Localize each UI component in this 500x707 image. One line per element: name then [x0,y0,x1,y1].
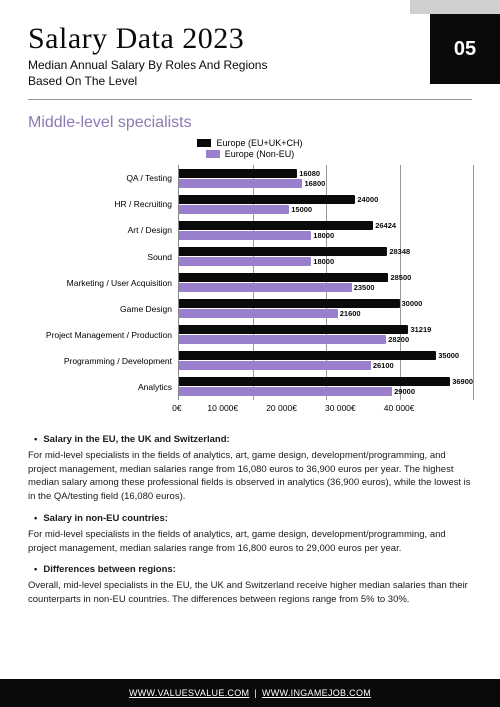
category-label: Marketing / User Acquisition [28,278,172,288]
bar [179,257,311,266]
bar [179,247,387,256]
footer-separator: | [254,688,257,698]
bar-value-label: 36900 [452,377,473,386]
y-axis-labels: QA / Testing HR / Recruiting Art / Design S… [28,165,178,400]
bar [179,299,400,308]
category-label: Project Management / Production [28,330,172,340]
category-label: Programming / Development [28,356,172,366]
bar [179,387,392,396]
bar-value-label: 16080 [299,169,320,178]
bar [179,325,408,334]
page-number: 05 [454,38,476,61]
bar-value-label: 35000 [438,351,459,360]
top-accent-bar [410,0,500,14]
section-label: Middle-level specialists [0,114,500,132]
bullet-body: Overall, mid-level specialists in the EU… [28,579,472,607]
legend-item: Europe (Non-EU) [206,149,295,159]
bar [179,283,352,292]
bar-value-label: 26424 [375,221,396,230]
bar-value-label: 18000 [313,257,334,266]
bar [179,179,302,188]
legend-item: Europe (EU+UK+CH) [197,138,302,148]
legend-swatch [197,139,211,147]
bullet-heading: Salary in the EU, the UK and Switzerland… [28,433,472,447]
category-label: Sound [28,252,172,262]
bullet-heading: Salary in non-EU countries: [28,512,472,526]
header-divider [28,99,472,100]
bar-value-label: 29000 [394,387,415,396]
bar [179,231,311,240]
bar-chart: QA / Testing HR / Recruiting Art / Design S… [28,165,472,400]
legend-swatch [206,150,220,158]
bar-value-label: 16800 [304,179,325,188]
legend-label: Europe (Non-EU) [225,149,295,159]
bar-value-label: 18000 [313,231,334,240]
bullet-heading: Differences between regions: [28,563,472,577]
grid-line [473,165,474,400]
category-label: Analytics [28,382,172,392]
bar-value-label: 31219 [410,325,431,334]
bar [179,273,388,282]
bar-value-label: 26100 [373,361,394,370]
chart-area: QA / Testing HR / Recruiting Art / Design S… [0,159,500,415]
bar [179,361,371,370]
bar-value-label: 15000 [291,205,312,214]
page-subtitle: Median Annual Salary By Roles And Region… [28,58,288,89]
body-text: Salary in the EU, the UK and Switzerland… [0,415,500,606]
plot-area: 1608016800 24000 15000 26424 18000 28348 18000… [178,165,472,400]
bar [179,335,386,344]
bar-value-label: 28500 [390,273,411,282]
footer: WWW.VALUESVALUE.COM | WWW.INGAMEJOB.COM [0,679,500,707]
category-label: HR / Recruiting [28,199,172,209]
bar-value-label: 21600 [340,309,361,318]
category-label: Art / Design [28,225,172,235]
bar [179,195,355,204]
bar [179,351,436,360]
bar [179,221,373,230]
bar-value-label: 28200 [388,335,409,344]
bar-value-label: 24000 [357,195,378,204]
bullet-body: For mid-level specialists in the fields … [28,528,472,556]
x-tick: 30 000€ [325,403,384,413]
category-label: Game Design [28,304,172,314]
page-number-badge: 05 [430,14,500,84]
x-tick: 10 000€ [207,403,266,413]
x-tick: 20 000€ [266,403,325,413]
x-axis: 0€10 000€20 000€30 000€40 000€ [178,400,472,413]
bar-value-label: 28348 [389,247,410,256]
footer-link[interactable]: WWW.INGAMEJOB.COM [262,688,371,698]
grid-line [400,165,401,400]
bar [179,169,297,178]
bar [179,205,289,214]
bar-value-label: 23500 [354,283,375,292]
page-title: Salary Data 2023 [28,22,472,56]
x-tick: 40 000€ [384,403,443,413]
bar [179,309,338,318]
bar [179,377,450,386]
bar-value-label: 30000 [402,299,423,308]
chart-legend: Europe (EU+UK+CH) Europe (Non-EU) [0,138,500,159]
legend-label: Europe (EU+UK+CH) [216,138,302,148]
bullet-body: For mid-level specialists in the fields … [28,449,472,504]
category-label: QA / Testing [28,173,172,183]
footer-link[interactable]: WWW.VALUESVALUE.COM [129,688,249,698]
header: Salary Data 2023 Median Annual Salary By… [0,0,500,100]
